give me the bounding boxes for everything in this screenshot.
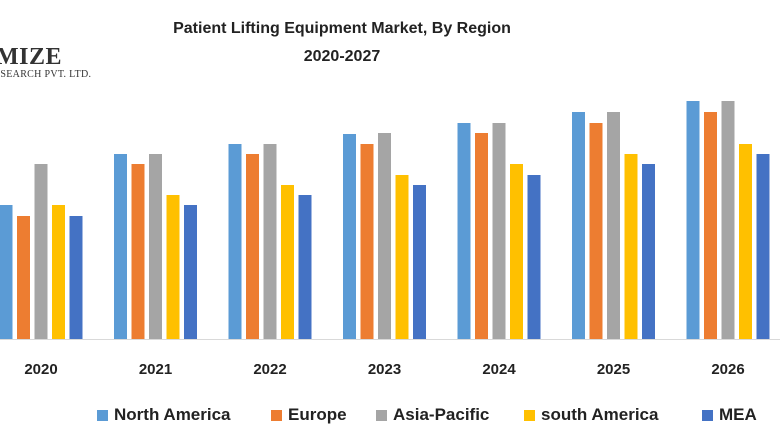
bar-2020-europe [17,216,30,339]
legend-item: North America [97,405,231,425]
x-tick-label: 2021 [138,361,173,378]
bar-2024-south-america [510,164,523,339]
legend-label: south America [541,405,659,424]
bar-2026-europe [704,112,717,339]
legend-item: south America [524,405,658,425]
bar-2023-north-america [343,134,356,339]
logo-wordmark: MIZE [0,44,63,70]
x-tick-label: 2020 [24,361,58,378]
bar-2022-europe [246,154,259,339]
bar-2022-north-america [228,144,242,339]
bar-2020-north-america [0,205,13,339]
bar-2024-mea [527,175,541,339]
bar-2023-south-america [395,175,409,339]
legend-label: Europe [288,405,347,424]
x-tick-label: 2026 [711,361,745,378]
legend-swatch [702,409,713,421]
x-tick-label: 2025 [596,361,631,378]
legend-swatch [97,409,108,421]
bar-2025-europe [589,123,603,339]
x-tick-label: 2022 [253,361,287,378]
bar-2024-asia-pacific [492,123,506,339]
legend-label: North America [114,405,231,424]
legend-swatch [271,409,282,421]
bar-2022-mea [298,195,312,339]
bar-2026-asia-pacific [721,101,735,339]
legend-swatch [376,409,387,421]
chart-title: Patient Lifting Equipment Market, By Reg… [173,20,511,37]
bar-2021-south-america [166,195,180,339]
bar-2026-south-america [739,144,752,339]
bar-2021-north-america [114,154,127,339]
bar-2023-mea [413,185,426,339]
bar-2024-europe [475,133,488,339]
bar-2023-asia-pacific [378,133,391,339]
legend-item: MEA [702,405,757,425]
chart-subtitle: 2020-2027 [303,48,381,65]
legend-item: Asia-Pacific [376,405,489,425]
bar-2025-asia-pacific [607,112,620,339]
legend-label: MEA [719,405,757,424]
legend-item: Europe [271,405,347,425]
bar-2025-north-america [572,112,585,339]
bar-2020-south-america [52,205,65,339]
legend-label: Asia-Pacific [393,405,490,424]
bar-2023-europe [360,144,374,339]
bar-2020-mea [69,216,83,339]
legend-swatch [524,409,535,421]
legend: North America Europe Asia-Pacific south Ame… [0,405,780,429]
bar-2021-mea [184,205,197,339]
logo-subtitle: ESEARCH PVT. LTD. [0,69,92,80]
bar-2021-europe [131,164,145,339]
bar-2022-south-america [281,185,294,339]
x-tick-label: 2024 [482,361,516,378]
bar-2022-asia-pacific [263,144,277,339]
bar-2026-mea [756,154,770,339]
bar-2021-asia-pacific [149,154,162,339]
bar-2026-north-america [686,101,700,339]
bar-2025-south-america [624,154,638,339]
x-tick-label: 2023 [367,361,402,378]
bar-2024-north-america [457,123,471,339]
bar-2025-mea [642,164,655,339]
bar-2020-asia-pacific [34,164,48,339]
